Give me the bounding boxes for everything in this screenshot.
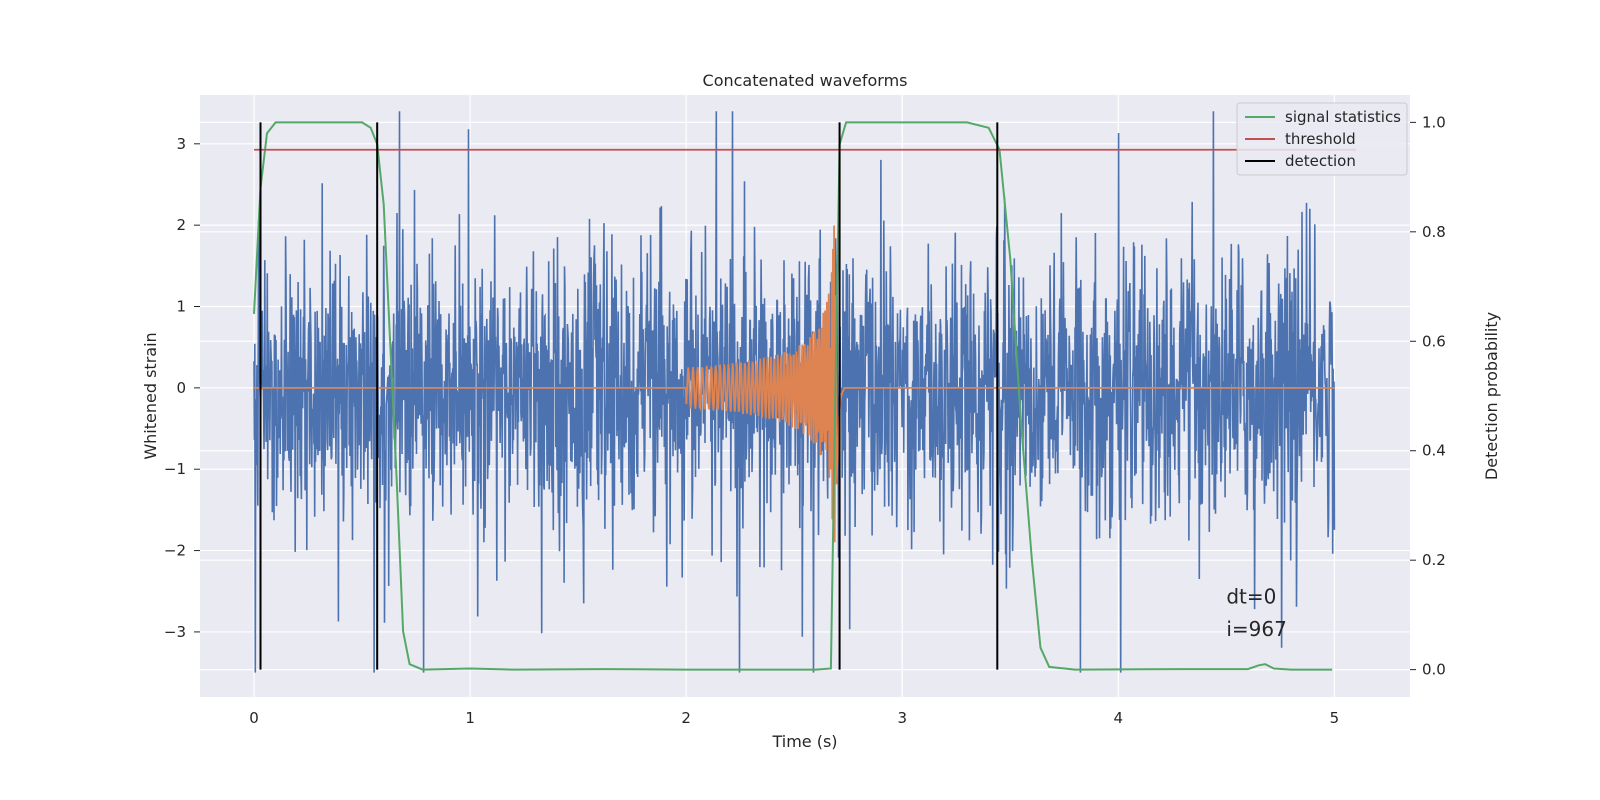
legend-label: threshold	[1285, 130, 1356, 148]
y2-tick-label: 0.4	[1422, 442, 1446, 460]
y2-tick-label: 0.0	[1422, 661, 1446, 679]
signal-statistics-line	[253, 121, 1333, 671]
y2-tick-label: 1.0	[1422, 113, 1446, 131]
y2-axis-label: Detection probability	[1482, 312, 1501, 480]
y2-tick-label: 0.2	[1422, 551, 1446, 569]
x-tick-label: 2	[681, 709, 691, 727]
y-tick-label: 1	[176, 298, 186, 316]
x-axis: 0 1 2 3 4 5	[249, 709, 1339, 727]
y-axis-right: 0.0 0.2 0.4 0.6 0.8 1.0	[1410, 113, 1446, 679]
x-tick-label: 0	[249, 709, 259, 727]
y-tick-label: −3	[164, 623, 186, 641]
annotation-index: i=967	[1226, 617, 1287, 641]
y2-tick-label: 0.8	[1422, 223, 1446, 241]
y2-tick-label: 0.6	[1422, 332, 1446, 350]
series-layer	[253, 111, 1356, 673]
legend-label: detection	[1285, 152, 1356, 170]
legend: signal statistics threshold detection	[1236, 102, 1408, 176]
y-tick-label: 2	[176, 216, 186, 234]
y-tick-label: 0	[176, 379, 186, 397]
y-tick-label: −1	[164, 460, 186, 478]
annotation-dt: dt=0	[1226, 584, 1276, 608]
y-tick-label: 3	[176, 135, 186, 153]
template-line	[254, 225, 1335, 543]
chart-title: Concatenated waveforms	[703, 71, 908, 90]
y-tick-label: −2	[164, 542, 186, 560]
x-axis-label: Time (s)	[771, 732, 837, 751]
x-tick-label: 1	[465, 709, 475, 727]
y-axis-label: Whitened strain	[141, 332, 160, 459]
annotations: dt=0 i=967	[1226, 584, 1287, 641]
x-tick-label: 5	[1330, 709, 1340, 727]
legend-frame	[1236, 102, 1408, 176]
y-axis-left: −3 −2 −1 0 1 2 3	[164, 135, 200, 641]
x-tick-label: 4	[1114, 709, 1124, 727]
legend-label: signal statistics	[1285, 108, 1401, 126]
x-tick-label: 3	[897, 709, 907, 727]
